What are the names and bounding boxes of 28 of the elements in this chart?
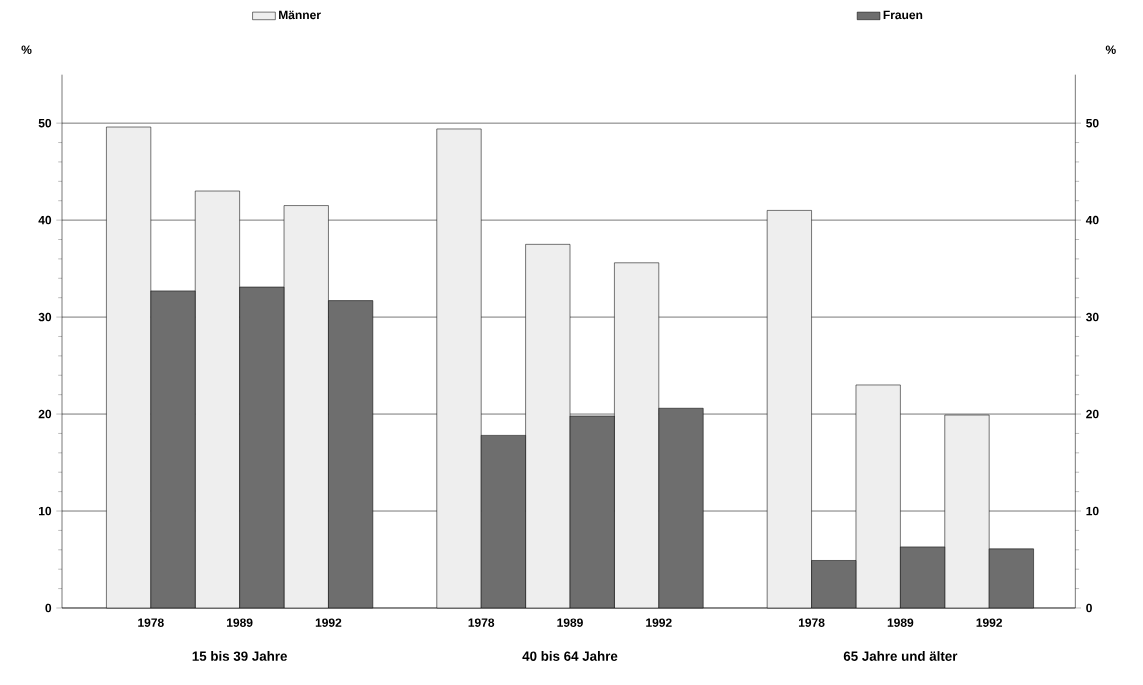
y-tick-label: 30 (38, 312, 52, 322)
y-axis-title: % (21, 45, 32, 54)
x-tick-label: 1989 (227, 618, 253, 627)
x-tick-label: 1992 (646, 618, 672, 627)
legend-label: Frauen (883, 10, 923, 20)
text: 65 Jahre und älter (843, 651, 958, 661)
y2-tick-label: 20 (1086, 409, 1099, 419)
x-tick-label: 1992 (315, 618, 342, 627)
y2-tick-label: 50 (1086, 118, 1099, 128)
x-tick-label: 1989 (557, 618, 583, 627)
x-tick-label: 1989 (887, 618, 914, 627)
y-tick-label: 50 (38, 118, 52, 128)
legend-label: Männer (279, 10, 321, 20)
y-tick-label: 20 (38, 409, 52, 419)
y2-tick-label: 30 (1086, 312, 1099, 322)
y-tick-label: 10 (39, 506, 52, 516)
y2-tick-label: 10 (1086, 506, 1099, 516)
y2-axis-title: % (1105, 45, 1116, 54)
text: 40 bis 64 Jahre (522, 651, 618, 661)
text: 15 bis 39 Jahre (192, 651, 287, 661)
y-tick-label: 40 (38, 215, 52, 225)
x-tick-label: 1992 (976, 618, 1003, 627)
y-tick-label: 0 (45, 603, 52, 613)
x-tick-label: 1978 (138, 618, 164, 627)
y2-tick-label: 40 (1085, 215, 1099, 225)
x-tick-label: 1978 (468, 618, 495, 627)
y2-tick-label: 0 (1086, 603, 1092, 613)
x-tick-label: 1978 (798, 618, 825, 627)
